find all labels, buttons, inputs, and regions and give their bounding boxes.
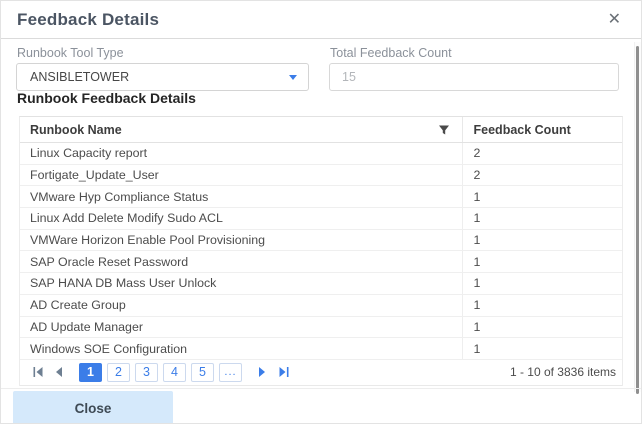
filter-icon[interactable] xyxy=(438,124,450,136)
page-button-3[interactable]: 3 xyxy=(135,362,158,382)
table-row[interactable]: VMware Hyp Compliance Status 1 xyxy=(20,186,622,209)
scrollbar-track[interactable] xyxy=(634,42,641,394)
pagination-bar: 1 2 3 4 5 ... 1 - 10 of 3836 items xyxy=(20,359,622,386)
column-header-feedback-count: Feedback Count xyxy=(473,122,571,137)
dialog-title: Feedback Details xyxy=(17,9,160,29)
runbook-name-cell: VMWare Horizon Enable Pool Provisioning xyxy=(20,229,463,251)
page-button-1[interactable]: 1 xyxy=(79,362,102,382)
tool-type-select[interactable]: ANSIBLETOWER xyxy=(16,63,309,91)
section-title: Runbook Feedback Details xyxy=(17,90,196,106)
feedback-count-cell: 1 xyxy=(473,298,481,313)
tool-type-value: ANSIBLETOWER xyxy=(30,70,130,84)
table-row[interactable]: Linux Capacity report 2 xyxy=(20,143,622,165)
table-row[interactable]: Linux Add Delete Modify Sudo ACL 1 xyxy=(20,208,622,230)
next-page-button[interactable] xyxy=(253,363,271,382)
table-row[interactable]: SAP Oracle Reset Password 1 xyxy=(20,251,622,274)
caret-down-icon xyxy=(289,74,297,80)
runbook-name-cell: Linux Add Delete Modify Sudo ACL xyxy=(20,208,463,229)
table-row[interactable]: Windows SOE Configuration 1 xyxy=(20,338,622,360)
feedback-count-cell: 1 xyxy=(473,189,481,204)
page-button-2[interactable]: 2 xyxy=(107,362,130,382)
tool-type-label: Runbook Tool Type xyxy=(17,46,124,60)
total-count-field[interactable] xyxy=(329,63,619,91)
table-header-row: Runbook Name Feedback Count xyxy=(20,117,622,143)
feedback-table: Runbook Name Feedback Count Linux Capaci… xyxy=(19,116,623,386)
feedback-count-cell: 1 xyxy=(473,254,481,269)
table-row[interactable]: AD Create Group 1 xyxy=(20,294,622,317)
dialog-header: Feedback Details ✕ xyxy=(1,1,641,39)
runbook-name-cell: AD Update Manager xyxy=(20,316,463,338)
feedback-count-cell: 1 xyxy=(473,276,481,291)
page-button-5[interactable]: 5 xyxy=(191,362,214,382)
close-icon[interactable]: ✕ xyxy=(607,10,621,28)
table-row[interactable]: Fortigate_Update_User 2 xyxy=(20,164,622,187)
previous-page-button[interactable] xyxy=(50,363,68,382)
runbook-name-cell: SAP HANA DB Mass User Unlock xyxy=(20,273,463,294)
last-page-button[interactable] xyxy=(274,363,292,382)
table-row[interactable]: SAP HANA DB Mass User Unlock 1 xyxy=(20,273,622,295)
feedback-count-cell: 1 xyxy=(473,319,481,334)
runbook-name-cell: VMware Hyp Compliance Status xyxy=(20,186,463,208)
column-header-runbook-name: Runbook Name xyxy=(30,122,122,137)
runbook-name-cell: Fortigate_Update_User xyxy=(20,164,463,186)
scrollbar-thumb[interactable] xyxy=(636,46,639,394)
dialog-content: Runbook Tool Type ANSIBLETOWER Total Fee… xyxy=(1,39,641,423)
first-page-button[interactable] xyxy=(29,363,47,382)
feedback-count-cell: 1 xyxy=(473,211,481,226)
runbook-name-cell: Windows SOE Configuration xyxy=(20,338,463,359)
footer-divider xyxy=(1,388,641,389)
runbook-name-cell: AD Create Group xyxy=(20,294,463,316)
feedback-count-cell: 2 xyxy=(473,168,481,183)
page-ellipsis-button[interactable]: ... xyxy=(219,362,242,382)
total-count-label: Total Feedback Count xyxy=(330,46,452,60)
page-button-4[interactable]: 4 xyxy=(163,362,186,382)
runbook-name-cell: Linux Capacity report xyxy=(20,143,463,164)
feedback-count-cell: 1 xyxy=(473,341,481,356)
close-button[interactable]: Close xyxy=(13,391,173,423)
runbook-name-cell: SAP Oracle Reset Password xyxy=(20,251,463,273)
items-count-label: 1 - 10 of 3836 items xyxy=(509,365,616,380)
feedback-count-cell: 2 xyxy=(473,146,481,161)
table-row[interactable]: VMWare Horizon Enable Pool Provisioning 1 xyxy=(20,229,622,252)
table-row[interactable]: AD Update Manager 1 xyxy=(20,316,622,339)
feedback-count-cell: 1 xyxy=(473,233,481,248)
